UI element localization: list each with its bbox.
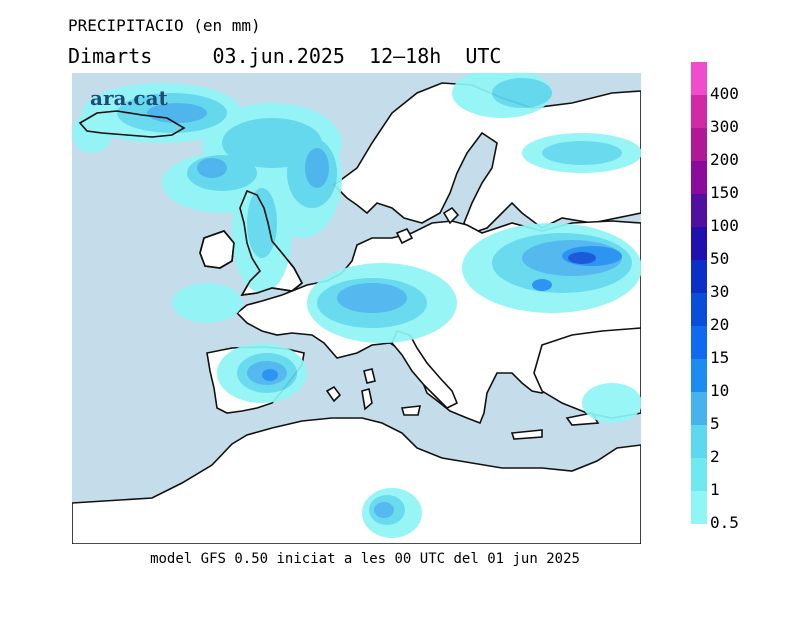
legend-swatch (691, 293, 707, 326)
legend-label: 200 (710, 150, 739, 169)
legend-swatch (691, 227, 707, 260)
legend-label: 50 (710, 249, 730, 268)
legend-swatch (691, 95, 707, 128)
legend-swatch (691, 161, 707, 194)
precipitation-overlay (72, 73, 641, 538)
legend-label: 20 (710, 315, 730, 334)
legend-label: 2 (710, 447, 720, 466)
map-subtitle: Dimarts 03.jun.2025 12–18h UTC (68, 44, 502, 68)
legend-label: 5 (710, 414, 720, 433)
precipitation-map: ara.cat (72, 73, 641, 544)
legend-swatch (691, 491, 707, 524)
legend-label: 15 (710, 348, 730, 367)
legend-label: 150 (710, 183, 739, 202)
map-title: PRECIPITACIO (en mm) (68, 16, 261, 35)
legend-label: 30 (710, 282, 730, 301)
legend-swatch (691, 359, 707, 392)
legend-color-bar (691, 62, 707, 524)
legend-label: 1 (710, 480, 720, 499)
legend-swatch (691, 392, 707, 425)
legend-swatch (691, 128, 707, 161)
legend-label: 10 (710, 381, 730, 400)
legend-label: 300 (710, 117, 739, 136)
legend-swatch (691, 194, 707, 227)
legend-swatch (691, 260, 707, 293)
legend-swatch (691, 326, 707, 359)
legend-label: 0.5 (710, 513, 739, 532)
legend-label: 400 (710, 84, 739, 103)
model-footer: model GFS 0.50 iniciat a les 00 UTC del … (150, 551, 580, 567)
legend-label: 100 (710, 216, 739, 235)
legend-swatch (691, 425, 707, 458)
ara-cat-logo: ara.cat (90, 86, 168, 110)
legend-swatch (691, 458, 707, 491)
legend-swatch (691, 62, 707, 95)
europe-map-graphic (72, 73, 641, 544)
